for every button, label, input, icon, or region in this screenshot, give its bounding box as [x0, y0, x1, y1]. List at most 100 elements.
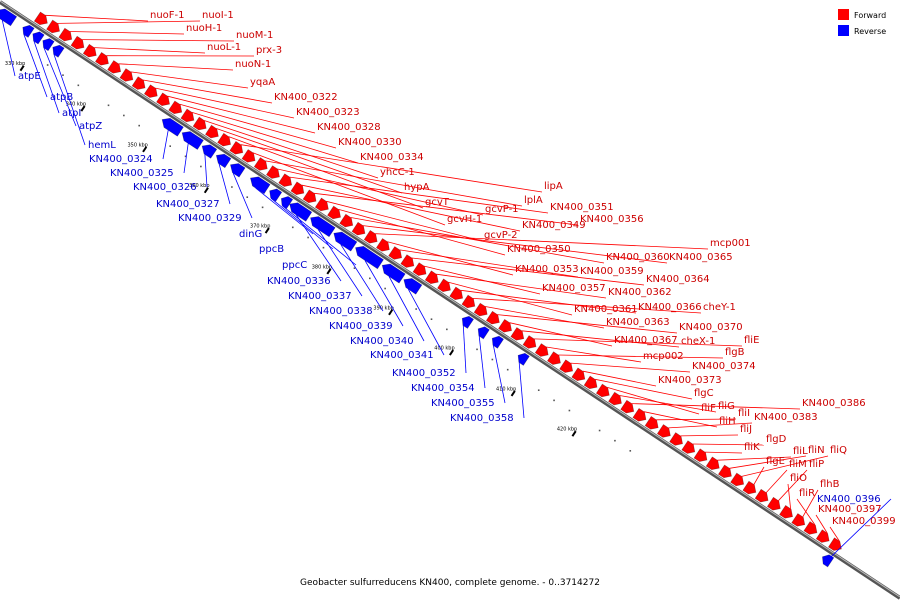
minor-tick: [537, 389, 540, 392]
gene-leader-line: [232, 173, 253, 219]
gene-arrow-flgc: [583, 375, 598, 390]
gene-leader-line: [289, 176, 549, 214]
gene-arrow-flil: [705, 456, 720, 471]
gene-arrow-flig: [608, 391, 622, 406]
scale-tick-label: 420 kbp: [557, 427, 577, 433]
gene-label-kn400-0363: KN400_0363: [606, 317, 670, 328]
legend-reverse-label: Reverse: [854, 27, 886, 36]
gene-arrow-nuoi-1: [46, 19, 60, 34]
gene-arrow-kn400-0351: [278, 173, 293, 187]
gene-leader-line: [619, 395, 717, 413]
scale-tick-label: 390 kbp: [373, 305, 393, 311]
gene-leader-line: [167, 95, 316, 134]
gene-arrow-kn400-0360: [339, 213, 354, 228]
gene-label-heml: hemL: [88, 140, 116, 151]
gene-leader-line: [796, 498, 816, 526]
gene-leader-line: [218, 163, 231, 205]
gene-arrow-gcvp-2: [314, 197, 329, 212]
gene-label-atpb: atpB: [50, 92, 73, 103]
scale-tick-mark: [388, 309, 394, 316]
gene-leader-line: [155, 87, 295, 119]
gene-label-kn400-0360: KN400_0360: [606, 252, 670, 263]
gene-leader-line: [411, 257, 645, 286]
gene-label-yqaa: yqaA: [250, 77, 275, 88]
gene-leader-line: [462, 325, 467, 374]
gene-label-kn400-0329: KN400_0329: [178, 213, 242, 224]
gene-leader-line: [692, 443, 765, 446]
gene-leader-line: [350, 217, 605, 264]
gene-leader-line: [497, 314, 678, 334]
scale-ticks: 330 kbp 340 kbp 350 kbp 360 kbp 370 kbp 380 k…: [5, 61, 632, 452]
gene-leader-line: [823, 498, 892, 565]
gene-arrow-flgd: [681, 440, 696, 454]
gene-leader-line: [57, 20, 201, 24]
gene-leader-line: [802, 489, 819, 517]
gene-label-fliq: fliQ: [830, 445, 847, 456]
gene-leader-line: [118, 63, 234, 71]
gene-leader-line: [183, 143, 189, 174]
gene-label-kn400-0324: KN400_0324: [89, 154, 153, 165]
gene-arrow-kn400-0359: [388, 246, 403, 260]
minor-tick: [77, 84, 80, 87]
scale-tick-label: 360 kbp: [189, 183, 209, 189]
gene-leader-line: [301, 184, 521, 232]
gene-label-kn400-0373: KN400_0373: [658, 375, 722, 386]
gene-leader-line: [478, 336, 486, 389]
gene-label-ppcc: ppcC: [282, 260, 307, 271]
gene-arrow-prx-3: [94, 51, 109, 66]
minor-tick: [553, 399, 555, 402]
gene-arrow-kn400-0397: [815, 529, 830, 543]
scale-tick-label: 370 kbp: [250, 224, 270, 230]
scale-tick-mark: [264, 227, 270, 234]
gene-label-kn400-0386: KN400_0386: [802, 398, 866, 409]
gene-leader-line: [448, 281, 573, 316]
gene-arrow-kn400-0337: [310, 216, 336, 238]
gene-leader-line: [829, 526, 840, 542]
gene-label-flip: fliP: [809, 459, 824, 470]
gene-label-gcvp-1: gcvP-1: [485, 204, 519, 215]
gene-arrow-flgb: [546, 351, 561, 365]
gene-leader-line: [69, 31, 185, 35]
gene-label-kn400-0328: KN400_0328: [317, 122, 381, 133]
gene-arrow-atpz: [42, 38, 55, 52]
gene-leader-line: [595, 378, 693, 400]
gene-label-nuoi-1: nuoI-1: [202, 10, 234, 21]
minor-tick: [384, 287, 386, 290]
legend-forward-swatch: [838, 9, 849, 20]
gene-label-atpz: atpZ: [79, 121, 102, 132]
gene-leader-line: [340, 244, 384, 312]
gene-arrow-kn400-0326: [201, 144, 218, 159]
gene-label-lipa: lipA: [544, 181, 563, 192]
gene-arrow-nuoh-1: [58, 27, 73, 42]
gene-label-gcvp-2: gcvP-2: [484, 230, 518, 241]
gene-label-kn400-0366: KN400_0366: [638, 302, 702, 313]
minor-tick: [200, 165, 202, 168]
gene-arrow-kn400-0399: [827, 537, 842, 551]
gene-label-kn400-0374: KN400_0374: [692, 361, 756, 372]
gene-label-kn400-0396: KN400_0396: [817, 494, 881, 505]
gene-leader-line: [216, 128, 403, 194]
gene-leader-line: [204, 120, 379, 179]
gene-leader-line: [460, 289, 637, 314]
gene-leader-line: [33, 41, 60, 114]
scale-tick-label: 330 kbp: [5, 61, 25, 67]
gene-label-nuom-1: nuoM-1: [236, 30, 273, 41]
gene-arrow-kn400-0341: [403, 278, 423, 295]
gene-arrow-flir: [803, 521, 818, 535]
legend: Forward Reverse: [838, 9, 886, 36]
minor-tick: [614, 439, 616, 442]
gene-leader-line: [778, 469, 808, 501]
gene-label-kn400-0358: KN400_0358: [450, 413, 514, 424]
gene-leader-line: [656, 418, 737, 421]
gene-arrow-kn400-0336: [289, 202, 313, 222]
gene-label-kn400-0351: KN400_0351: [550, 202, 614, 213]
gene-arrow-ppcc: [280, 196, 294, 210]
gene-leader-line: [255, 187, 314, 235]
gene-leader-line: [364, 260, 404, 327]
gene-leader-line: [717, 456, 792, 461]
gene-leader-line: [472, 298, 702, 314]
minor-tick: [369, 277, 371, 280]
minor-tick: [491, 358, 494, 361]
